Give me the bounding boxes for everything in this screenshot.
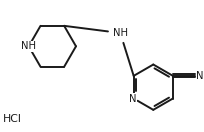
Text: N: N bbox=[195, 71, 203, 81]
Text: NH: NH bbox=[21, 41, 36, 51]
Text: HCl: HCl bbox=[2, 114, 21, 124]
Text: N: N bbox=[128, 93, 136, 103]
Text: NH: NH bbox=[112, 28, 127, 38]
